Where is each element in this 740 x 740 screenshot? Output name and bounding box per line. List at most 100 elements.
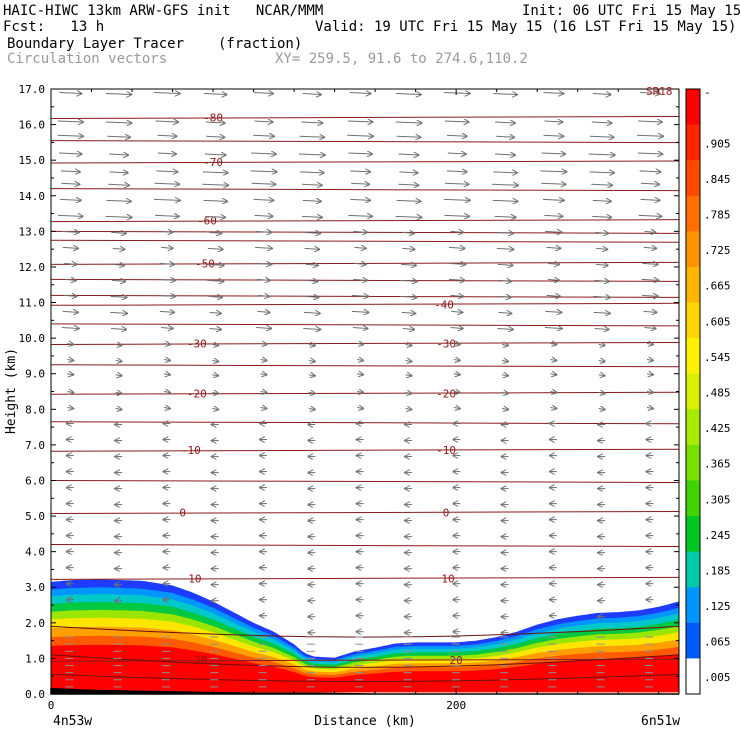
vector-arrow xyxy=(255,247,272,248)
vector-arrow xyxy=(493,94,517,95)
colorbar-label: .845 xyxy=(704,173,731,186)
contour-label: 10 xyxy=(188,572,201,585)
y-axis-label: Height (km) xyxy=(4,348,19,434)
colorbar-label: .185 xyxy=(704,564,731,577)
temperature-contour xyxy=(51,448,679,452)
vector-arrow xyxy=(400,296,416,297)
vector-arrow xyxy=(67,392,73,393)
vector-arrow xyxy=(110,296,127,297)
vector-arrow xyxy=(207,248,223,249)
vector-arrow xyxy=(60,171,80,172)
vector-arrow xyxy=(400,280,417,281)
vector-arrow xyxy=(643,311,656,312)
vector-arrow xyxy=(105,216,132,217)
vector-arrow xyxy=(593,296,610,297)
vector-arrow xyxy=(67,343,73,344)
colorbar-label: .905 xyxy=(704,137,731,150)
vector-arrow xyxy=(643,247,656,248)
vector-arrow xyxy=(154,183,180,184)
temperature-contour xyxy=(51,239,679,243)
vector-arrow xyxy=(62,311,78,312)
vector-arrow xyxy=(644,327,655,328)
vector-arrow xyxy=(589,136,614,137)
colorbar-label: .065 xyxy=(704,636,731,649)
vector-arrow xyxy=(212,360,218,361)
vector-arrow xyxy=(260,343,267,344)
vector-arrow xyxy=(453,374,460,375)
vector-arrow xyxy=(62,247,78,248)
temperature-contour xyxy=(51,160,679,164)
vector-arrow xyxy=(109,172,128,173)
vector-arrow xyxy=(637,153,663,154)
temperature-contour xyxy=(51,364,679,368)
contour-label: -80 xyxy=(203,111,223,124)
vector-arrow xyxy=(448,279,465,280)
vector-arrow xyxy=(495,122,515,123)
vector-arrow xyxy=(300,172,324,173)
vector-arrow xyxy=(598,344,605,345)
vector-arrow xyxy=(543,93,563,94)
colorbar-label: .545 xyxy=(704,351,731,364)
temperature-contour xyxy=(51,673,679,682)
vector-arrow xyxy=(251,183,276,184)
vector-arrow xyxy=(589,172,614,173)
vector-arrow xyxy=(111,328,126,329)
temperature-contour xyxy=(51,140,679,144)
vector-arrow xyxy=(550,343,556,344)
vector-arrow xyxy=(158,279,176,280)
vector-arrow xyxy=(111,232,125,233)
vector-arrow xyxy=(260,374,267,375)
header-line1-left: HAIC-HIWC 13km ARW-GFS init NCAR/MMM xyxy=(3,3,324,19)
vector-arrow xyxy=(163,392,170,393)
vector-arrow xyxy=(453,392,460,393)
colorbar-swatch xyxy=(686,480,700,517)
vector-title: Circulation vectors xyxy=(7,51,168,67)
vector-arrow xyxy=(212,344,218,345)
vector-arrow xyxy=(641,279,659,280)
vector-arrow xyxy=(547,279,559,280)
vector-arrow xyxy=(595,232,608,233)
vector-arrow xyxy=(446,171,467,172)
colorbar-label: .605 xyxy=(704,315,731,328)
vector-arrow xyxy=(398,154,419,155)
header-init: Init: 06 UTC Fri 15 May 15 xyxy=(522,3,740,19)
x-tick-label: 0 xyxy=(48,699,55,712)
contour-label: -10 xyxy=(181,444,201,457)
y-tick-label: 10.0 xyxy=(19,332,46,345)
vector-arrow xyxy=(254,121,272,122)
vector-arrow xyxy=(67,359,73,360)
vector-arrow xyxy=(502,409,508,410)
y-tick-label: 16.0 xyxy=(19,119,46,132)
y-tick-label: 17.0 xyxy=(19,83,46,96)
vector-arrow xyxy=(107,136,130,137)
vector-arrow xyxy=(357,392,363,393)
colorbar-swatch xyxy=(686,658,700,695)
vector-arrow xyxy=(110,312,127,313)
temperature-contour xyxy=(51,576,679,580)
y-tick-label: 11.0 xyxy=(19,297,46,310)
vector-arrow xyxy=(592,200,611,201)
vector-arrow xyxy=(57,121,83,122)
temperature-contour xyxy=(51,654,679,668)
vector-arrow xyxy=(637,135,663,136)
colorbar-swatch xyxy=(686,195,700,232)
vector-arrow xyxy=(547,263,559,264)
vector-arrow xyxy=(357,408,363,409)
circulation-vectors xyxy=(57,93,663,688)
vector-arrow xyxy=(115,344,122,345)
vector-arrow xyxy=(453,343,460,344)
vector-arrow xyxy=(595,264,608,265)
vector-arrow xyxy=(112,248,125,249)
vector-arrow xyxy=(545,231,562,232)
vector-arrow xyxy=(546,295,561,296)
contour-label: -10 xyxy=(436,444,456,457)
vector-arrow xyxy=(350,199,370,200)
colorbar-swatch xyxy=(686,587,700,624)
temperature-contour xyxy=(51,511,679,514)
vector-arrow xyxy=(155,215,179,216)
vector-arrow xyxy=(260,408,267,409)
vector-arrow xyxy=(351,311,369,312)
vector-arrow xyxy=(57,135,84,136)
vector-arrow xyxy=(405,344,411,345)
vector-arrow xyxy=(494,216,516,217)
